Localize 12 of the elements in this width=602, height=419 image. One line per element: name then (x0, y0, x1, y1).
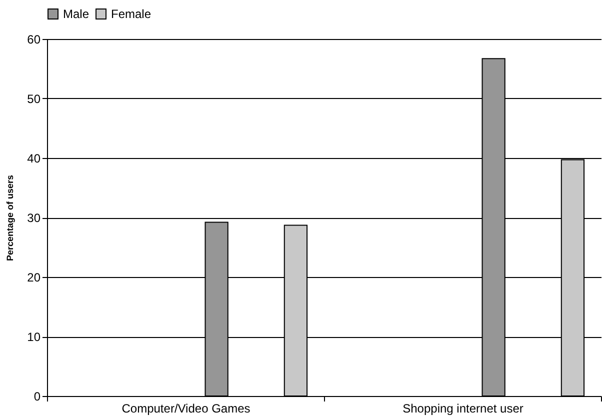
legend-label: Male (63, 7, 90, 21)
y-tick-label: 30 (27, 211, 41, 225)
y-tick-label: 60 (27, 32, 41, 46)
y-tick-label: 50 (27, 92, 41, 106)
y-tick-label: 0 (34, 390, 41, 404)
x-tick-label: Shopping internet user (402, 402, 524, 416)
y-tick-label: 40 (27, 152, 41, 166)
y-tick-label: 10 (27, 330, 41, 344)
x-tick-label: Computer/Video Games (122, 402, 250, 416)
legend-label: Female (111, 7, 152, 21)
y-tick-label: 20 (27, 270, 41, 284)
y-axis-title: Percentage of users (5, 174, 16, 262)
